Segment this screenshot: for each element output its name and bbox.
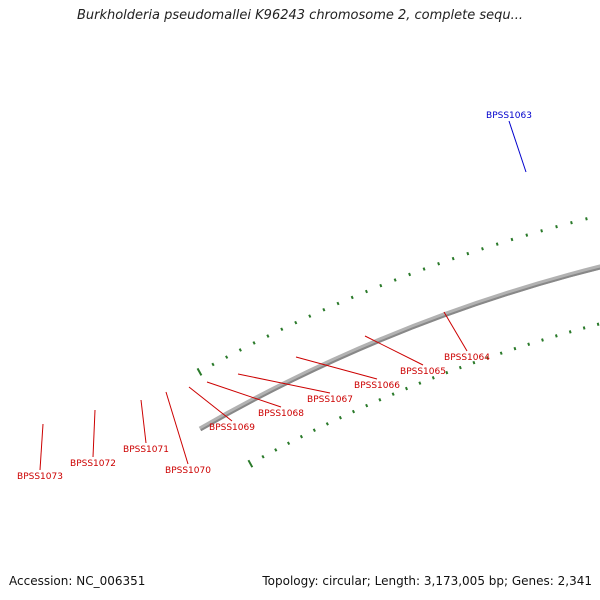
backbone-ring — [198, 264, 600, 432]
reverse-tick-mark — [299, 434, 303, 439]
reverse-tick-mark — [261, 454, 265, 459]
reverse-tick-mark — [541, 338, 544, 342]
forward-tick-mark — [294, 320, 298, 325]
forward-tick-mark — [280, 327, 284, 332]
forward-tick-mark — [585, 217, 588, 221]
topology-summary: Topology: circular; Length: 3,173,005 bp… — [262, 574, 592, 588]
forward-tick-mark — [379, 283, 383, 288]
gene-label[interactable]: BPSS1069 — [209, 423, 255, 433]
reverse-tick-mark — [458, 365, 462, 370]
reverse-tick-mark — [312, 428, 316, 432]
gene-label[interactable]: BPSS1072 — [70, 459, 116, 469]
gene-label[interactable]: BPSS1063 — [486, 111, 532, 121]
reverse-tick-mark — [325, 422, 329, 426]
forward-tick-mark — [350, 295, 354, 300]
callout-line — [443, 311, 468, 352]
forward-tick-mark — [238, 348, 242, 352]
reverse-tick-mark — [486, 356, 489, 360]
gene-label[interactable]: BPSS1067 — [307, 395, 353, 405]
forward-tick-mark — [322, 307, 326, 312]
reverse-tick-mark — [404, 386, 408, 391]
forward-tick-mark — [211, 362, 215, 367]
gene-label[interactable]: BPSS1064 — [444, 353, 490, 363]
gene-label[interactable]: BPSS1071 — [123, 445, 169, 455]
backbone-ring-core — [200, 267, 600, 432]
reverse-tick-mark — [568, 330, 572, 334]
reverse-tick-mark — [365, 403, 369, 408]
forward-tick-mark — [555, 224, 558, 229]
forward-tick-mark — [525, 233, 529, 237]
reverse-tick-mark — [513, 346, 517, 351]
reverse-tick-mark — [554, 334, 558, 338]
gene-label[interactable]: BPSS1073 — [17, 472, 63, 482]
callout-line — [39, 423, 44, 471]
forward-tick-mark — [540, 229, 543, 233]
reverse-tick-mark — [338, 415, 342, 420]
reverse-tick-mark — [418, 381, 422, 385]
reverse-tick-mark — [472, 360, 476, 365]
map-title: Burkholderia pseudomallei K96243 chromos… — [76, 8, 524, 23]
forward-tick-mark — [408, 272, 412, 277]
callout-line — [188, 386, 233, 422]
reverse-tick-mark — [431, 376, 435, 380]
forward-tick-mark — [451, 256, 455, 261]
forward-tick-mark — [570, 220, 573, 225]
forward-tick-mark — [495, 242, 499, 246]
forward-tick-mark — [252, 341, 256, 345]
callout-line — [364, 335, 424, 366]
callout-line — [92, 409, 96, 458]
forward-tick-mark — [466, 251, 470, 256]
reverse-tick-mark — [499, 351, 503, 355]
reverse-tick-mark — [527, 342, 531, 346]
callout-line — [237, 373, 331, 394]
forward-tick-mark — [196, 367, 203, 376]
reverse-tick-mark — [286, 441, 291, 446]
forward-tick-mark — [266, 334, 270, 338]
gene-label[interactable]: BPSS1070 — [165, 466, 211, 476]
reverse-tick-mark — [596, 322, 600, 326]
reverse-tick-mark — [378, 398, 382, 402]
forward-tick-mark — [422, 267, 426, 271]
accession-text: Accession: NC_006351 — [9, 574, 146, 588]
forward-tick-mark — [393, 278, 397, 282]
forward-tick-mark — [510, 237, 514, 242]
forward-tick-mark — [225, 355, 229, 359]
forward-tick-mark — [481, 247, 484, 251]
reverse-tick-mark — [247, 459, 254, 468]
callout-line — [508, 120, 527, 173]
reverse-tick-mark — [351, 409, 356, 414]
callout-line — [165, 391, 189, 465]
forward-tick-mark — [437, 262, 441, 266]
callout-line — [206, 381, 282, 408]
forward-tick-mark — [364, 289, 368, 294]
forward-tick-mark — [336, 301, 340, 306]
reverse-tick-mark — [391, 392, 395, 396]
reverse-tick-mark — [445, 370, 449, 375]
reverse-tick-mark — [274, 448, 278, 452]
gene-label[interactable]: BPSS1065 — [400, 367, 446, 377]
gene-label[interactable]: BPSS1066 — [354, 381, 400, 391]
gene-label[interactable]: BPSS1068 — [258, 409, 304, 419]
callout-line — [295, 356, 378, 380]
callout-line — [140, 399, 147, 444]
reverse-tick-mark — [582, 326, 586, 330]
forward-tick-mark — [308, 314, 312, 318]
